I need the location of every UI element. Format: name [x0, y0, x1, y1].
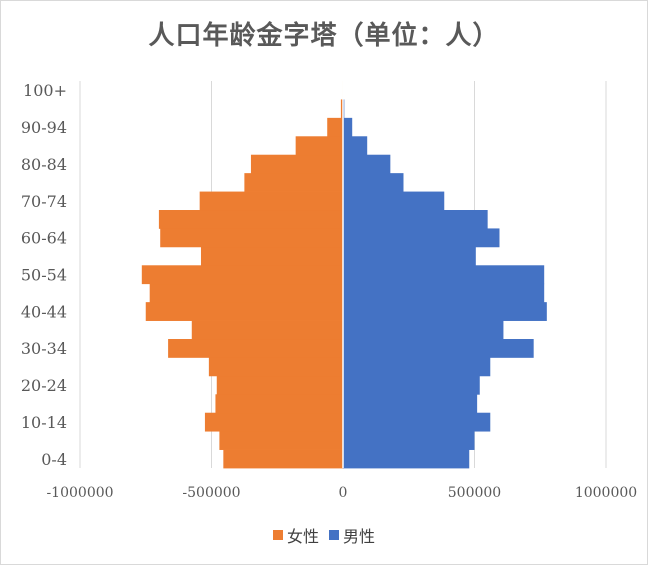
bar-male-5-9 [343, 431, 475, 450]
bar-male-80-84 [343, 154, 391, 174]
legend-swatch-male [329, 530, 339, 540]
bar-female-50-54 [141, 265, 343, 285]
y-tick-label-50-54: 50-54 [21, 266, 67, 285]
bar-male-0-4 [343, 449, 470, 469]
bar-male-10-14 [343, 412, 491, 432]
bar-female-60-64 [160, 228, 343, 248]
bar-female-80-84 [250, 154, 343, 174]
bar-male-65-69 [343, 210, 488, 229]
y-tick-label-40-44: 40-44 [21, 302, 67, 321]
x-tick-label-3: 500000 [448, 485, 501, 501]
y-tick-label-0-4: 0-4 [41, 450, 67, 469]
bar-female-45-49 [149, 283, 343, 303]
y-tick-label-80-84: 80-84 [21, 155, 67, 174]
legend-item-female: 女性 [272, 523, 319, 547]
legend-item-male: 男性 [329, 523, 375, 547]
legend-swatch-female [272, 530, 283, 540]
bar-female-90-94 [327, 117, 343, 137]
y-tick-label-70-74: 70-74 [21, 192, 67, 211]
bar-male-85-89 [343, 136, 368, 156]
bar-female-20-24 [216, 375, 343, 395]
bar-male-15-19 [343, 394, 478, 414]
chart-title: 人口年龄金字塔（单位：人） [148, 21, 500, 51]
y-tick-label-20-24: 20-24 [21, 376, 67, 395]
bar-male-30-34 [343, 339, 534, 358]
bar-female-95-99 [340, 99, 343, 119]
legend: 女性 男性 [1, 523, 647, 547]
bar-female-5-9 [219, 431, 343, 450]
bar-male-70-74 [343, 191, 445, 211]
bar-male-75-79 [343, 173, 404, 192]
bar-male-40-44 [343, 302, 547, 321]
y-tick-label-60-64: 60-64 [21, 229, 67, 248]
bar-female-35-39 [191, 320, 343, 340]
bar-female-65-69 [158, 210, 343, 229]
bar-male-50-54 [343, 265, 545, 285]
bar-male-25-29 [343, 357, 491, 377]
x-tick-label-0: -1000000 [46, 485, 113, 501]
bar-female-70-74 [199, 191, 343, 211]
x-tick-label-4: 1000000 [575, 485, 637, 501]
bar-female-25-29 [208, 357, 343, 377]
bar-female-30-34 [168, 339, 343, 358]
y-tick-label-100+: 100+ [23, 81, 67, 100]
bar-male-20-24 [343, 375, 480, 395]
legend-label-male: 男性 [343, 527, 376, 546]
x-tick-label-1: -500000 [182, 485, 240, 501]
legend-label-female: 女性 [286, 527, 319, 546]
bar-female-55-59 [200, 246, 343, 266]
bar-male-60-64 [343, 228, 500, 248]
bar-female-40-44 [145, 302, 343, 321]
bar-male-55-59 [343, 246, 476, 266]
bar-female-15-19 [215, 394, 343, 414]
bar-male-45-49 [343, 283, 545, 303]
y-tick-label-30-34: 30-34 [21, 339, 67, 358]
bar-male-90-94 [343, 117, 353, 137]
bar-female-75-79 [244, 173, 343, 192]
bar-female-85-89 [295, 136, 343, 156]
y-tick-label-10-14: 10-14 [21, 413, 67, 432]
bar-male-35-39 [343, 320, 504, 340]
bar-female-10-14 [204, 412, 343, 432]
bar-female-0-4 [223, 449, 343, 469]
x-tick-label-2: 0 [339, 485, 348, 501]
y-tick-label-90-94: 90-94 [21, 118, 67, 137]
